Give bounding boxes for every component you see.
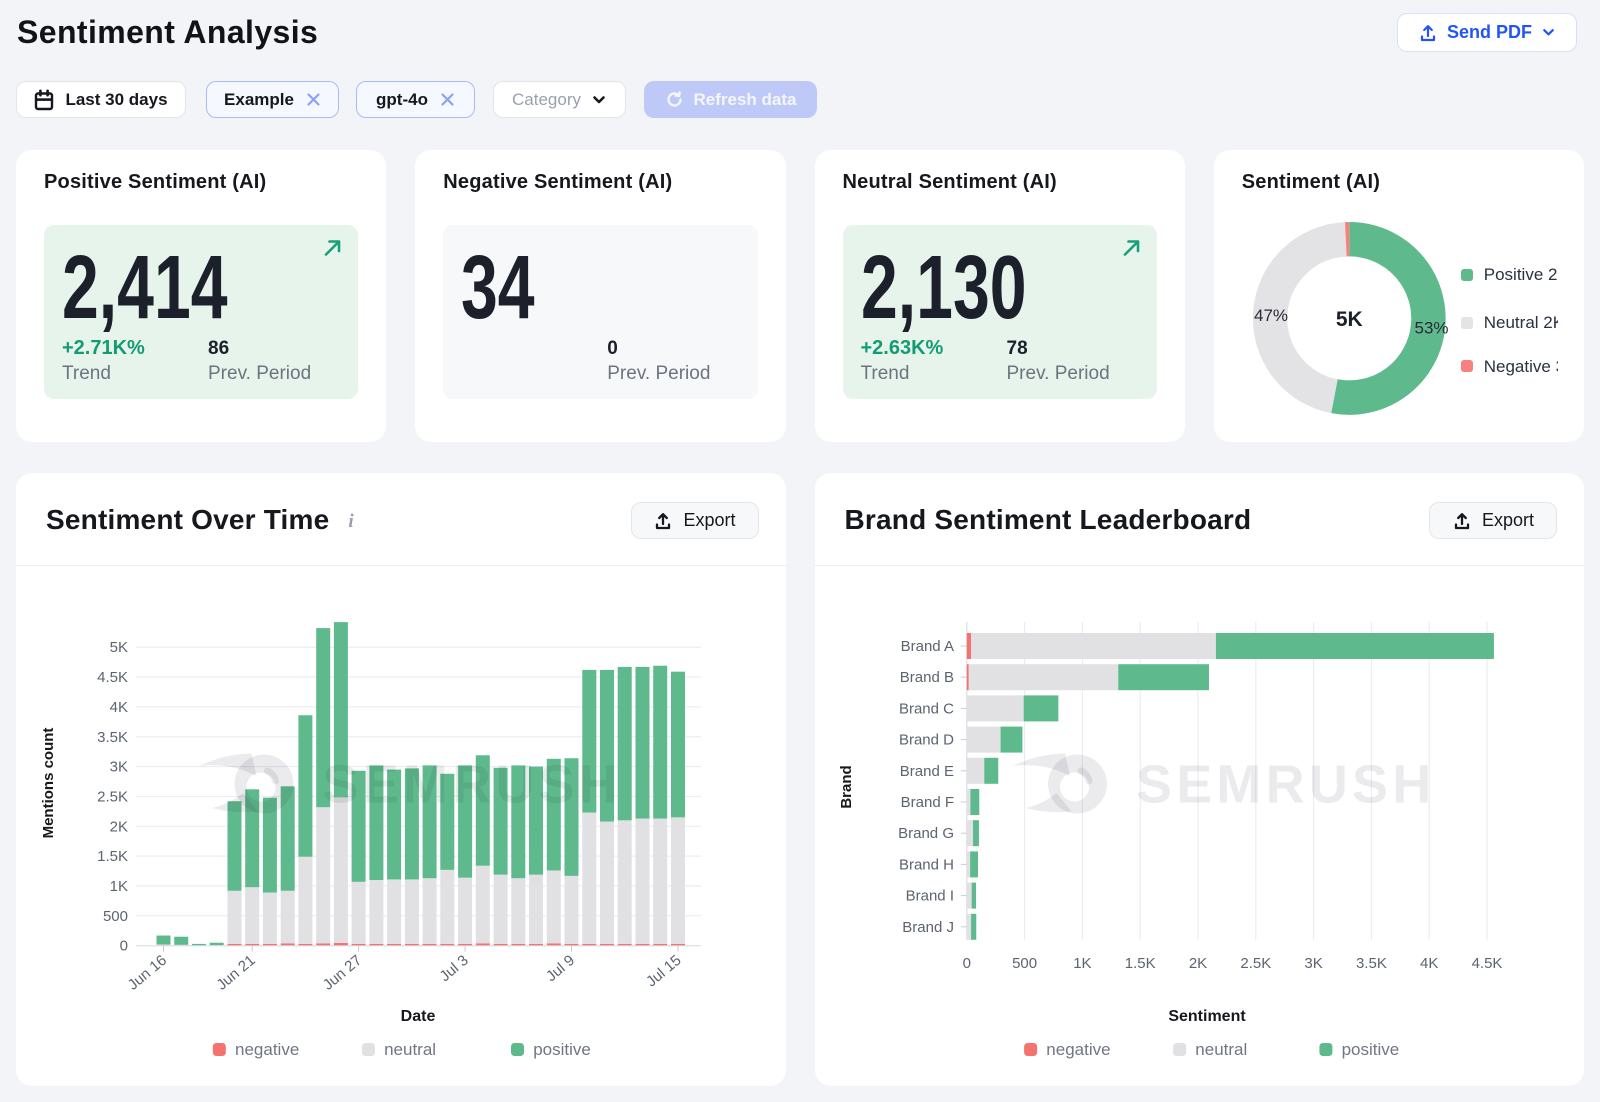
svg-text:Jun 21: Jun 21 xyxy=(213,952,258,994)
svg-text:SEMRUSH: SEMRUSH xyxy=(323,755,622,815)
svg-text:0: 0 xyxy=(120,938,128,955)
svg-text:Brand J: Brand J xyxy=(902,919,954,936)
svg-text:Jul 15: Jul 15 xyxy=(643,952,685,991)
svg-text:SEMRUSH: SEMRUSH xyxy=(1136,755,1435,815)
svg-text:0: 0 xyxy=(962,955,970,972)
svg-text:4.5K: 4.5K xyxy=(97,669,128,686)
svg-text:5K: 5K xyxy=(110,639,128,656)
svg-text:4K: 4K xyxy=(110,699,128,716)
svg-text:4K: 4K xyxy=(1420,955,1438,972)
svg-text:3.5K: 3.5K xyxy=(1355,955,1386,972)
svg-text:Brand D: Brand D xyxy=(898,732,953,749)
svg-text:500: 500 xyxy=(103,908,128,925)
svg-text:Brand A: Brand A xyxy=(900,638,953,655)
svg-text:2.5K: 2.5K xyxy=(97,788,128,805)
svg-text:2.5K: 2.5K xyxy=(1240,955,1271,972)
svg-text:Sentiment: Sentiment xyxy=(1168,1008,1246,1025)
svg-text:negative: negative xyxy=(1046,1040,1110,1059)
svg-text:Brand H: Brand H xyxy=(898,856,953,873)
svg-text:Brand B: Brand B xyxy=(899,669,953,686)
svg-text:Jun 16: Jun 16 xyxy=(125,952,170,994)
svg-text:Jul 3: Jul 3 xyxy=(436,952,471,985)
svg-text:positive: positive xyxy=(1341,1040,1399,1059)
svg-text:1K: 1K xyxy=(1073,955,1091,972)
svg-text:Brand G: Brand G xyxy=(898,825,954,842)
svg-text:500: 500 xyxy=(1012,955,1037,972)
svg-text:Jun 27: Jun 27 xyxy=(320,952,365,994)
svg-text:Brand C: Brand C xyxy=(898,700,953,717)
svg-text:3K: 3K xyxy=(1304,955,1322,972)
svg-text:2K: 2K xyxy=(110,818,128,835)
svg-text:1K: 1K xyxy=(110,878,128,895)
svg-text:Mentions count: Mentions count xyxy=(40,728,57,839)
svg-text:4.5K: 4.5K xyxy=(1471,955,1502,972)
svg-text:53%: 53% xyxy=(1414,319,1448,338)
svg-text:5K: 5K xyxy=(1336,308,1363,331)
svg-text:Brand E: Brand E xyxy=(899,763,953,780)
svg-text:3.5K: 3.5K xyxy=(97,729,128,746)
svg-text:Jul 9: Jul 9 xyxy=(543,952,578,985)
svg-text:Brand I: Brand I xyxy=(905,888,953,905)
svg-text:2K: 2K xyxy=(1188,955,1206,972)
svg-text:negative: negative xyxy=(235,1040,299,1059)
svg-text:3K: 3K xyxy=(110,759,128,776)
svg-text:Brand F: Brand F xyxy=(900,794,953,811)
svg-text:47%: 47% xyxy=(1254,306,1288,325)
svg-text:1.5K: 1.5K xyxy=(1124,955,1155,972)
svg-text:neutral: neutral xyxy=(1195,1040,1247,1059)
svg-text:1.5K: 1.5K xyxy=(97,848,128,865)
svg-text:Brand: Brand xyxy=(838,765,855,808)
svg-text:Date: Date xyxy=(401,1008,436,1025)
svg-text:neutral: neutral xyxy=(384,1040,436,1059)
svg-text:positive: positive xyxy=(533,1040,591,1059)
